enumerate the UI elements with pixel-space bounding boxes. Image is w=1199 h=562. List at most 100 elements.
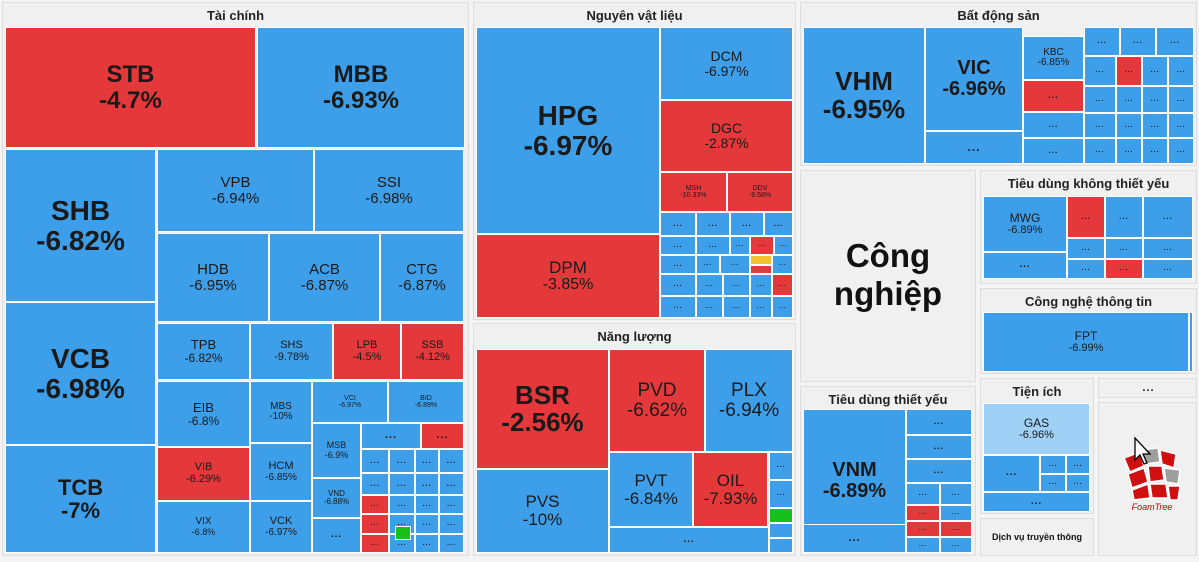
sector-panel-industrials[interactable] <box>800 170 976 382</box>
tile-more[interactable]: ... <box>415 495 439 514</box>
tile-more[interactable]: ... <box>925 131 1023 164</box>
tile-shb[interactable]: SHB -6.82% <box>5 149 156 302</box>
tile-more[interactable]: ... <box>1142 138 1168 164</box>
tile-more[interactable]: ... <box>389 449 415 473</box>
tile-more[interactable]: ... <box>1040 474 1066 492</box>
tile-more[interactable]: ... <box>1116 113 1142 138</box>
tile-vck[interactable]: VCK -6.97% <box>250 501 312 553</box>
tile-kbc[interactable]: KBC -6.85% <box>1023 36 1084 80</box>
more-sectors-panel[interactable]: ... <box>1098 378 1197 398</box>
tile-vib[interactable]: VIB -6.29% <box>157 447 250 501</box>
tile-more[interactable]: ... <box>660 274 696 296</box>
tile-mbb[interactable]: MBB -6.93% <box>257 27 465 148</box>
tile-vix[interactable]: VIX -6.8% <box>157 501 250 553</box>
tile-more[interactable]: ... <box>696 212 730 236</box>
tile-more[interactable]: ... <box>415 534 439 553</box>
tile-more[interactable]: ... <box>1116 56 1142 86</box>
tile-more[interactable]: ... <box>1168 138 1194 164</box>
tile-more[interactable]: ... <box>1084 27 1120 56</box>
tile-vhm[interactable]: VHM -6.95% <box>803 27 925 164</box>
tile-bsr[interactable]: BSR -2.56% <box>476 349 609 469</box>
tile-more[interactable]: ... <box>1084 86 1116 113</box>
tile-tcb[interactable]: TCB -7% <box>5 445 156 553</box>
tile-more[interactable]: ... <box>415 449 439 473</box>
tile-more[interactable]: ... <box>1120 27 1156 56</box>
tile-more[interactable]: ... <box>361 514 389 534</box>
tile-more[interactable]: ... <box>1066 474 1090 492</box>
tile-more[interactable]: ... <box>1142 113 1168 138</box>
tile-more[interactable]: ... <box>696 236 730 255</box>
tile-more[interactable]: ... <box>312 518 361 553</box>
tile-more[interactable]: ... <box>439 495 464 514</box>
tile-more[interactable]: ... <box>1156 27 1194 56</box>
tile-plx[interactable]: PLX -6.94% <box>705 349 793 452</box>
tile-more[interactable]: ... <box>1168 56 1194 86</box>
tile-hcm[interactable]: HCM -6.85% <box>250 443 312 501</box>
tile-more[interactable]: ... <box>730 212 764 236</box>
tile-tpb[interactable]: TPB -6.82% <box>157 323 250 380</box>
tile-pvd[interactable]: PVD -6.62% <box>609 349 705 452</box>
tile-msh[interactable]: MSH -10.33% <box>660 172 727 212</box>
tile-more[interactable]: ... <box>1168 113 1194 138</box>
tile-lpb[interactable]: LPB -4.5% <box>333 323 401 380</box>
tile-more[interactable] <box>750 265 772 274</box>
tile-more[interactable]: ... <box>906 483 940 505</box>
tile-more[interactable]: ... <box>1084 56 1116 86</box>
tile-more[interactable]: ... <box>361 423 421 449</box>
tile-hpg[interactable]: HPG -6.97% <box>476 27 660 234</box>
tile-more[interactable]: ... <box>439 473 464 495</box>
tile-more[interactable]: ... <box>1143 259 1193 279</box>
tile-more[interactable]: ... <box>415 514 439 534</box>
tile-ssb[interactable]: SSB -4.12% <box>401 323 464 380</box>
tile-more[interactable]: ... <box>723 296 750 318</box>
tile-more[interactable]: ... <box>750 236 774 255</box>
tile-more[interactable]: ... <box>1067 259 1105 279</box>
tile-more[interactable]: ... <box>1023 80 1084 112</box>
tile-more[interactable]: ... <box>906 435 972 459</box>
tile-more[interactable]: ... <box>750 274 772 296</box>
tile-more[interactable]: ... <box>389 495 415 514</box>
tile-more[interactable]: ... <box>906 459 972 483</box>
tile-more[interactable]: ... <box>696 274 723 296</box>
tile-more[interactable]: ... <box>1066 455 1090 474</box>
tile-more[interactable] <box>769 538 793 553</box>
tile-vnd[interactable]: VND -6.88% <box>312 478 361 518</box>
tile-more[interactable]: ... <box>660 255 696 274</box>
tile-more[interactable]: ... <box>660 296 696 318</box>
tile-more[interactable]: ... <box>983 252 1067 279</box>
tile-ssi[interactable]: SSI -6.98% <box>314 149 464 232</box>
tile-more[interactable]: ... <box>1142 56 1168 86</box>
tile-more[interactable]: ... <box>696 255 720 274</box>
tile-more[interactable]: ... <box>906 537 940 553</box>
tile-more[interactable]: ... <box>1084 113 1116 138</box>
tile-more[interactable]: ... <box>421 423 464 449</box>
tile-more[interactable]: ... <box>940 537 972 553</box>
tile-more[interactable]: ... <box>660 212 696 236</box>
tile-more[interactable]: ... <box>906 409 972 435</box>
tile-more[interactable]: ... <box>772 274 793 296</box>
tile-more[interactable]: ... <box>723 274 750 296</box>
tile-more[interactable]: ... <box>769 480 793 508</box>
tile-more[interactable] <box>395 526 411 540</box>
tile-mbs[interactable]: MBS -10% <box>250 381 312 443</box>
tile-more[interactable]: ... <box>1084 138 1116 164</box>
tile-more[interactable]: ... <box>696 296 723 318</box>
tile-more[interactable]: ... <box>750 296 772 318</box>
tile-more[interactable]: ... <box>1023 138 1084 164</box>
tile-dcm[interactable]: DCM -6.97% <box>660 27 793 100</box>
tile-more[interactable]: ... <box>439 514 464 534</box>
tile-vcb[interactable]: VCB -6.98% <box>5 302 156 445</box>
sector-panel-media[interactable] <box>980 518 1094 556</box>
tile-more[interactable]: ... <box>439 534 464 553</box>
tile-more[interactable]: ... <box>764 212 793 236</box>
tile-more[interactable]: ... <box>609 527 769 553</box>
tile-more[interactable]: ... <box>1168 86 1194 113</box>
tile-more[interactable]: ... <box>1116 138 1142 164</box>
tile-more[interactable]: ... <box>940 483 972 505</box>
tile-dgc[interactable]: DGC -2.87% <box>660 100 793 172</box>
tile-vci[interactable]: VCI -6.97% <box>312 381 388 423</box>
tile-ddv[interactable]: DDV -9.58% <box>727 172 793 212</box>
tile-acb[interactable]: ACB -6.87% <box>269 233 380 322</box>
tile-gas[interactable]: GAS -6.96% <box>983 403 1090 455</box>
tile-more[interactable]: ... <box>772 255 793 274</box>
